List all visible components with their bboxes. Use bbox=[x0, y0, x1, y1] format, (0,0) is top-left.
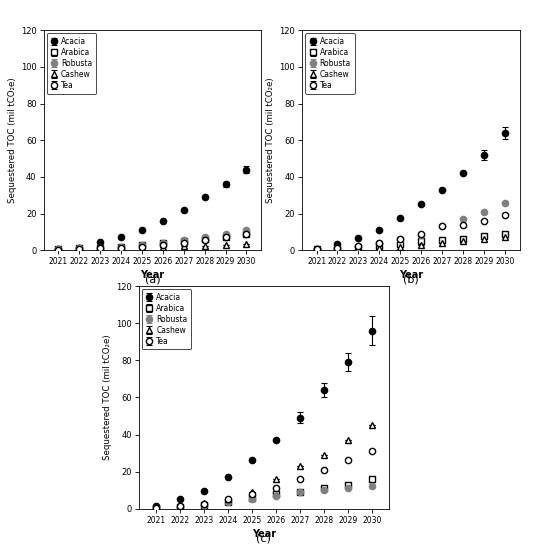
Text: (a): (a) bbox=[145, 275, 160, 285]
Y-axis label: Sequestered TOC (mil tCO₂e): Sequestered TOC (mil tCO₂e) bbox=[8, 78, 17, 203]
Legend: Acacia, Arabica, Robusta, Cashew, Tea: Acacia, Arabica, Robusta, Cashew, Tea bbox=[142, 289, 191, 349]
Legend: Acacia, Arabica, Robusta, Cashew, Tea: Acacia, Arabica, Robusta, Cashew, Tea bbox=[305, 34, 355, 94]
X-axis label: Year: Year bbox=[140, 271, 164, 281]
Y-axis label: Sequestered TOC (mil tCO₂e): Sequestered TOC (mil tCO₂e) bbox=[103, 334, 112, 460]
Text: (c): (c) bbox=[256, 534, 271, 543]
Legend: Acacia, Arabica, Robusta, Cashew, Tea: Acacia, Arabica, Robusta, Cashew, Tea bbox=[47, 34, 96, 94]
X-axis label: Year: Year bbox=[399, 271, 423, 281]
Text: (b): (b) bbox=[403, 275, 418, 285]
Y-axis label: Sequestered TOC (mil tCO₂e): Sequestered TOC (mil tCO₂e) bbox=[266, 78, 275, 203]
X-axis label: Year: Year bbox=[252, 529, 276, 539]
